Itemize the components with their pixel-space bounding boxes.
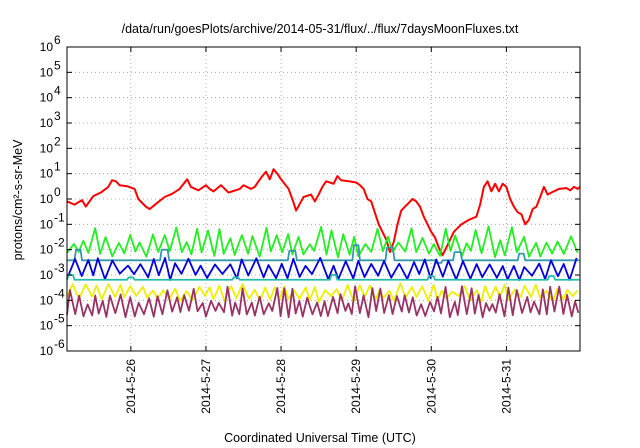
series-line-1 xyxy=(66,225,579,259)
y-tick-exponent: 6 xyxy=(54,33,61,47)
y-tick-exponent: -3 xyxy=(54,261,65,275)
y-tick-label: 10 xyxy=(40,268,54,282)
series-line-4 xyxy=(66,274,580,281)
x-tick-label: 2014-5-30 xyxy=(424,359,438,414)
y-tick-label: 10 xyxy=(40,344,54,358)
y-tick-label: 10 xyxy=(40,319,54,333)
y-tick-exponent: 3 xyxy=(54,109,61,123)
y-tick-label: 10 xyxy=(40,40,54,54)
y-tick-exponent: -5 xyxy=(54,312,65,326)
y-axis-label: protons/cm²-s-sr-MeV xyxy=(11,139,25,261)
y-tick-label: 10 xyxy=(40,91,54,105)
y-tick-exponent: -2 xyxy=(54,236,65,250)
chart-title: /data/run/goesPlots/archive/2014-05-31/f… xyxy=(122,22,519,36)
y-tick-exponent: -6 xyxy=(54,337,65,351)
y-tick-label: 10 xyxy=(40,116,54,130)
y-tick-label: 10 xyxy=(40,192,54,206)
y-tick-exponent: 4 xyxy=(54,84,61,98)
y-tick-label: 10 xyxy=(40,141,54,155)
y-tick-label: 10 xyxy=(40,293,54,307)
y-tick-exponent: 5 xyxy=(54,58,61,72)
y-tick-label: 10 xyxy=(40,65,54,79)
y-tick-exponent: -4 xyxy=(54,286,65,300)
series-line-3 xyxy=(66,257,578,281)
y-tick-exponent: 0 xyxy=(54,185,61,199)
y-tick-exponent: 1 xyxy=(54,160,61,174)
series-line-0 xyxy=(66,168,581,257)
x-axis-label: Coordinated Universal Time (UTC) xyxy=(224,431,416,445)
x-tick-label: 2014-5-28 xyxy=(274,359,288,414)
y-tick-exponent: -1 xyxy=(54,210,65,224)
y-tick-label: 10 xyxy=(40,167,54,181)
y-axis-ticks: 10 -610 -510 -410 -310 -210 -110 010 110 210 310 41… xyxy=(40,33,580,358)
x-tick-label: 2014-5-27 xyxy=(199,359,213,414)
y-tick-label: 10 xyxy=(40,217,54,231)
y-tick-exponent: 2 xyxy=(54,134,61,148)
y-tick-label: 10 xyxy=(40,243,54,257)
x-tick-label: 2014-5-31 xyxy=(499,359,513,414)
x-axis-ticks: 2014-5-26 2014-5-27 2014-5-28 2014-5-29 2014… xyxy=(124,47,513,414)
series-lines xyxy=(66,168,581,319)
series-line-6 xyxy=(66,285,580,319)
grid-lines xyxy=(67,47,580,351)
x-tick-label: 2014-5-29 xyxy=(349,359,363,414)
series-line-2 xyxy=(67,244,580,264)
x-tick-label: 2014-5-26 xyxy=(124,359,138,414)
